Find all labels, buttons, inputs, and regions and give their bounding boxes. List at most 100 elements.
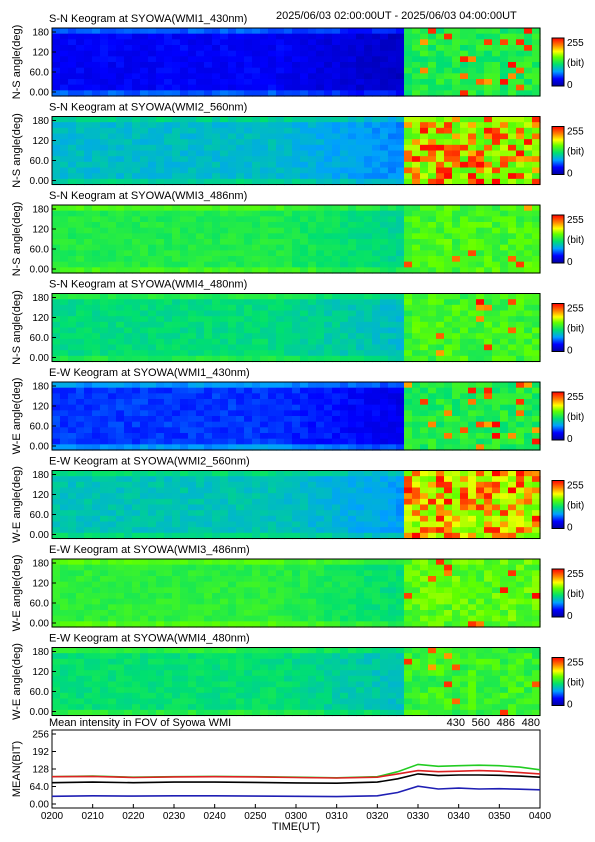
- keogram-cell: [364, 598, 373, 605]
- keogram-cell: [356, 233, 365, 240]
- keogram-cell: [244, 167, 253, 174]
- keogram-cell: [452, 45, 461, 52]
- keogram-cell: [132, 50, 141, 57]
- keogram-cell: [348, 28, 357, 35]
- keogram-cell: [100, 144, 109, 152]
- keogram-cell: [116, 355, 125, 363]
- keogram-cell: [436, 433, 445, 440]
- keogram-cell: [364, 576, 373, 583]
- keogram-cell: [404, 438, 413, 445]
- keogram-cell: [172, 350, 181, 357]
- keogram-cell: [428, 470, 437, 477]
- keogram-cell: [348, 493, 357, 500]
- keogram-cell: [388, 233, 397, 240]
- keogram-cell: [532, 267, 541, 274]
- keogram-cell: [492, 84, 501, 91]
- keogram-cell: [284, 399, 293, 406]
- keogram-cell: [308, 416, 317, 423]
- keogram-cell: [492, 56, 501, 63]
- keogram-cell: [436, 444, 445, 451]
- keogram-cell: [436, 133, 445, 140]
- keogram-cell: [204, 338, 213, 346]
- keogram-cell: [252, 227, 261, 234]
- keogram-cell: [132, 90, 141, 97]
- keogram-cell: [516, 493, 525, 500]
- keogram-cell: [252, 304, 261, 312]
- keogram-cell: [388, 427, 397, 434]
- keogram-cell: [500, 90, 509, 97]
- keogram-cell: [500, 410, 509, 417]
- keogram-cell: [292, 355, 301, 363]
- keogram-cell: [228, 527, 237, 534]
- keogram-cell: [252, 581, 261, 588]
- keogram-cell: [236, 293, 245, 300]
- keogram-cell: [52, 587, 61, 594]
- keogram-cell: [260, 382, 269, 389]
- keogram-cell: [492, 261, 501, 268]
- keogram-cell: [356, 610, 365, 617]
- keogram-cell: [356, 299, 365, 306]
- keogram-cell: [116, 387, 125, 394]
- keogram-cell: [324, 210, 333, 217]
- keogram-cell: [252, 45, 261, 52]
- keogram-cell: [420, 327, 429, 334]
- keogram-cell: [348, 515, 357, 523]
- keogram-cell: [452, 227, 461, 234]
- keogram-cell: [68, 244, 77, 251]
- keogram-cell: [388, 50, 397, 57]
- keogram-cell: [436, 167, 445, 174]
- keogram-cell: [140, 559, 149, 566]
- keogram-cell: [532, 50, 541, 57]
- keogram-cell: [180, 621, 189, 628]
- keogram-cell: [116, 62, 125, 69]
- keogram-cell: [108, 310, 117, 317]
- keogram-cell: [100, 433, 109, 440]
- keogram-cell: [52, 45, 61, 52]
- keogram-cell: [68, 127, 77, 135]
- keogram-cell: [60, 90, 69, 97]
- keogram-cell: [316, 581, 325, 588]
- keogram-cell: [92, 239, 101, 246]
- keogram-cell: [388, 156, 397, 163]
- keogram-cell: [164, 267, 173, 274]
- keogram-cell: [244, 570, 253, 577]
- keogram-cell: [92, 316, 101, 323]
- keogram-cell: [484, 444, 493, 451]
- keogram-title: E-W Keogram at SYOWA(WMI3_486nm): [49, 544, 250, 556]
- keogram-cell: [340, 559, 349, 566]
- keogram-cell: [420, 62, 429, 69]
- keogram-cell: [500, 222, 509, 229]
- keogram-cell: [404, 310, 413, 317]
- keogram-cell: [236, 122, 245, 129]
- keogram-cell: [364, 498, 373, 506]
- keogram-cell: [156, 576, 165, 583]
- keogram-cell: [532, 433, 541, 440]
- keogram-cell: [116, 239, 125, 246]
- keogram-cell: [180, 156, 189, 163]
- keogram-cell: [140, 167, 149, 174]
- keogram-cell: [236, 410, 245, 417]
- keogram-cell: [276, 316, 285, 323]
- keogram-cell: [332, 564, 341, 571]
- keogram-cell: [268, 433, 277, 440]
- keogram-cell: [212, 167, 221, 174]
- keogram-cell: [252, 84, 261, 91]
- keogram-cell: [484, 50, 493, 57]
- keogram-cell: [60, 28, 69, 35]
- keogram-cell: [300, 239, 309, 246]
- keogram-cell: [396, 167, 405, 174]
- keogram-cell: [516, 205, 525, 212]
- keogram-cell: [284, 67, 293, 74]
- keogram-cell: [156, 610, 165, 617]
- keogram-cell: [444, 150, 453, 157]
- keogram-cell: [308, 593, 317, 600]
- keogram-cell: [260, 299, 269, 306]
- keogram-cell: [436, 28, 445, 35]
- keogram-cell: [524, 427, 533, 434]
- keogram-cell: [452, 476, 461, 483]
- keogram-cell: [116, 421, 125, 428]
- keogram-cell: [148, 33, 157, 40]
- keogram-cell: [52, 515, 61, 523]
- keogram-cell: [76, 498, 85, 506]
- keogram-cell: [364, 587, 373, 594]
